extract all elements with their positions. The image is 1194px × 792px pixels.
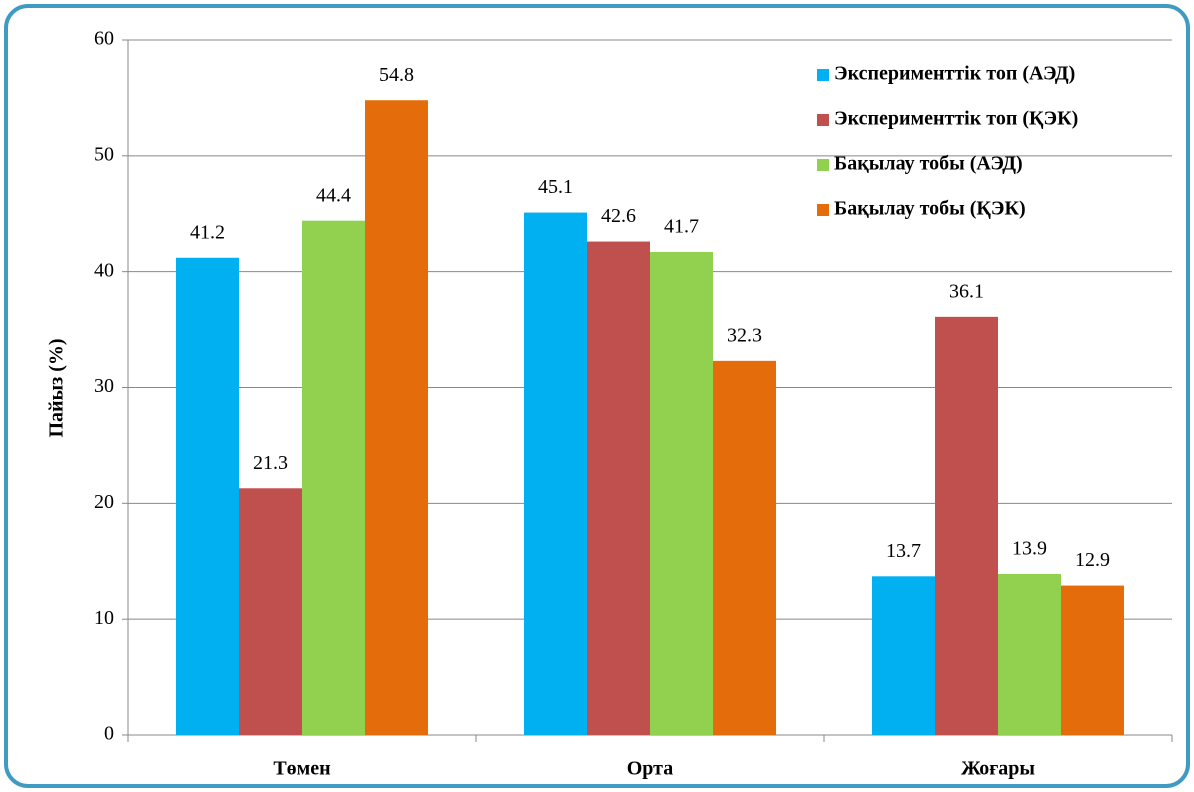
legend-swatch [817,159,829,171]
legend-swatch [817,204,829,216]
data-label: 45.1 [538,176,573,198]
legend-label: Эксперименттік топ (ҚЭК) [834,108,1078,130]
y-tick-label: 40 [94,259,114,281]
y-tick-label: 20 [94,491,114,513]
legend-label: Бақылау тобы (ҚЭК) [834,198,1026,220]
legend-label: Бақылау тобы (АЭД) [834,153,1023,175]
data-label: 44.4 [316,184,351,206]
x-tick-label: Жоғары [961,758,1035,780]
data-label: 41.2 [190,221,225,243]
x-tick-label: Төмен [273,758,330,780]
y-tick-label: 0 [104,723,114,745]
bar [650,251,713,735]
data-label: 13.9 [1012,538,1047,560]
data-label: 13.7 [886,540,921,562]
bar [302,220,365,735]
data-label: 12.9 [1075,549,1110,571]
x-tick-label: Орта [627,758,673,780]
y-tick-label: 60 [94,28,114,50]
legend-label: Эксперименттік топ (АЭД) [834,63,1075,85]
data-label: 32.3 [727,324,762,346]
bar [176,257,239,735]
bar [872,576,935,735]
bar [998,573,1061,735]
bar [239,488,302,735]
data-label: 36.1 [949,280,984,302]
legend-swatch [817,69,829,81]
bar [713,360,776,735]
bar [365,100,428,735]
data-label: 54.8 [379,64,414,86]
bar [524,212,587,735]
bar [1061,585,1124,735]
bar [587,241,650,736]
data-label: 21.3 [253,452,288,474]
y-tick-label: 30 [94,375,114,397]
bar [935,316,998,735]
data-label: 41.7 [664,216,699,238]
y-tick-label: 10 [94,607,114,629]
data-label: 42.6 [601,205,636,227]
y-tick-label: 50 [94,143,114,165]
y-axis-title: Пайыз (%) [46,338,68,437]
legend-swatch [817,114,829,126]
